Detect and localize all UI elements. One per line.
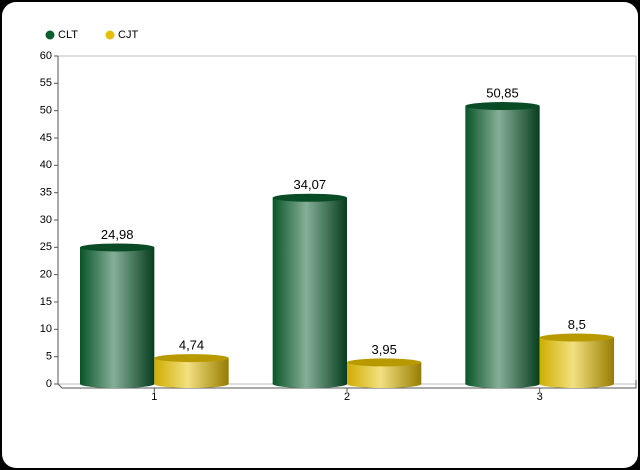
legend-marker [105,30,115,40]
legend-label: CLT [58,29,78,41]
value-label: 50,85 [486,85,519,100]
y-tick-label: 15 [40,296,52,308]
bar-cap [272,193,348,202]
bar-cap [154,354,229,363]
bar [80,247,155,384]
y-tick-label: 60 [40,50,52,62]
y-tick-label: 45 [40,132,52,144]
value-label: 24,98 [101,227,134,242]
bar [539,337,614,384]
value-label: 3,95 [372,342,397,357]
bar [272,197,347,384]
x-tick-label: 1 [151,391,157,403]
bar [347,362,422,384]
legend-marker [45,30,55,40]
bar-cap [465,102,540,111]
bar [154,358,229,384]
value-label: 4,74 [179,338,204,353]
y-tick-label: 50 [40,105,52,117]
x-axis [57,380,637,389]
y-tick-label: 25 [40,241,52,253]
y-tick-label: 55 [40,77,52,89]
value-label: 8,5 [568,317,586,332]
x-tick-label: 3 [537,391,543,403]
bar-cap [347,358,422,367]
bar-cap [539,333,614,342]
x-tick-label: 2 [344,391,350,403]
legend-label: CJT [118,29,138,41]
bar-cap [80,243,155,252]
y-tick-label: 20 [40,269,52,281]
y-tick-label: 0 [46,378,52,390]
y-tick-label: 40 [40,159,52,171]
y-tick-label: 30 [40,214,52,226]
y-tick-label: 35 [40,187,52,199]
value-label: 34,07 [294,177,327,192]
y-tick-label: 10 [40,323,52,335]
y-tick-label: 5 [46,351,52,363]
bar [465,106,540,385]
